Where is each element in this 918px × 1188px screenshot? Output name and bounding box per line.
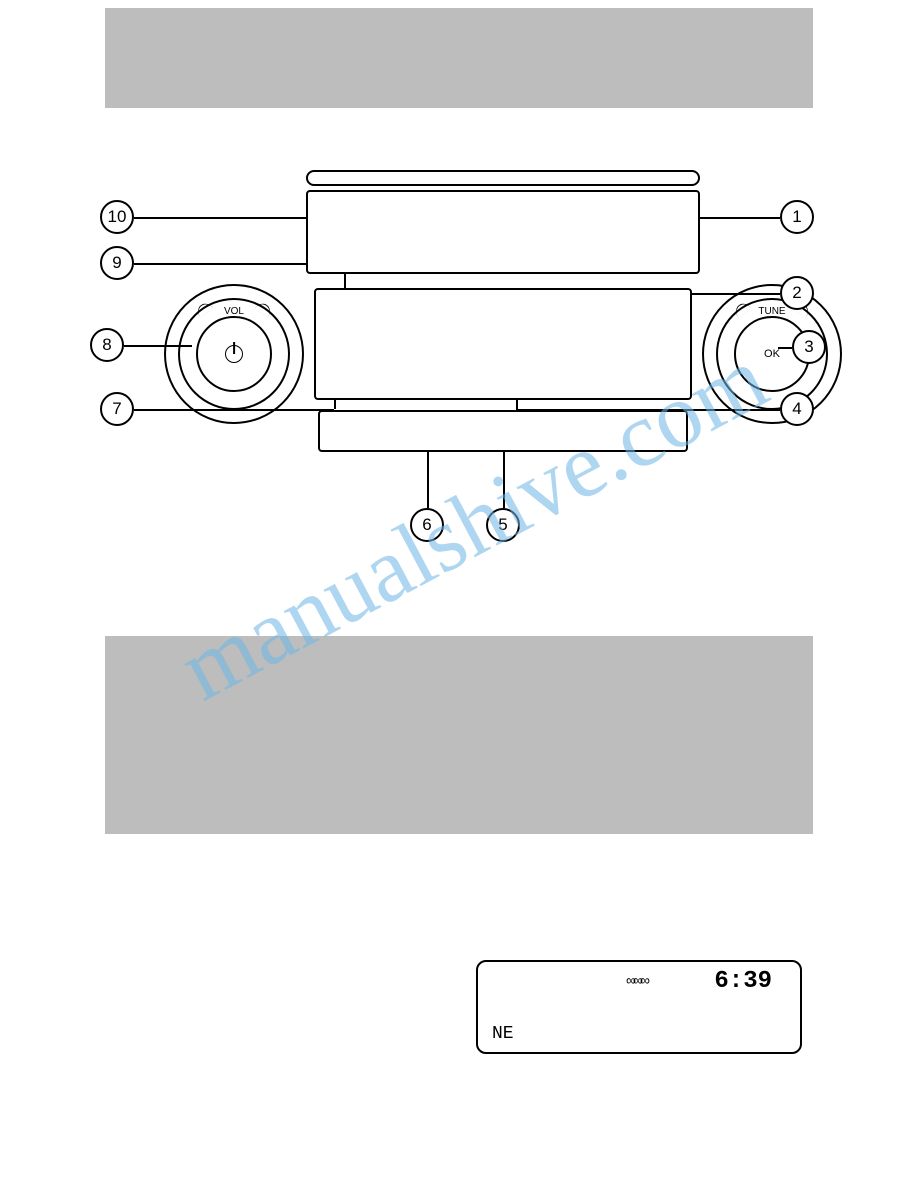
vol-knob[interactable]: VOL (164, 284, 304, 424)
top-gray-band (105, 8, 813, 108)
middle-gray-band (105, 636, 813, 834)
callout-5: 5 (486, 508, 520, 542)
leader-7 (134, 409, 334, 411)
callout-3: 3 (792, 330, 826, 364)
display-bar (306, 170, 700, 186)
leader-5v (503, 444, 505, 508)
leader-10 (134, 217, 329, 219)
main-panel (314, 288, 692, 400)
lcd-time: 6:39 (714, 968, 772, 995)
leader-8 (124, 345, 192, 347)
vol-label: VOL (164, 306, 304, 317)
ok-label: OK (764, 348, 780, 360)
leader-3 (778, 347, 792, 349)
source-panel (318, 410, 688, 452)
callout-8: 8 (90, 328, 124, 362)
callout-1: 1 (780, 200, 814, 234)
keypad-panel (306, 190, 700, 274)
callout-9: 9 (100, 246, 134, 280)
callout-2: 2 (780, 276, 814, 310)
tune-label: TUNE (702, 306, 842, 317)
lcd-icon: ∞∞∞ (626, 972, 647, 988)
lcd-display: ∞∞∞ 6:39 NE (476, 960, 802, 1054)
callout-4: 4 (780, 392, 814, 426)
callout-6: 6 (410, 508, 444, 542)
leader-6v (427, 444, 429, 508)
callout-10: 10 (100, 200, 134, 234)
radio-diagram: 1 2 3 4 5 6 DIRECT 7 8 9 0 CLOCK SCAN SH… (90, 148, 830, 578)
power-icon (225, 345, 243, 363)
callout-7: 7 (100, 392, 134, 426)
lcd-direction: NE (492, 1024, 514, 1044)
